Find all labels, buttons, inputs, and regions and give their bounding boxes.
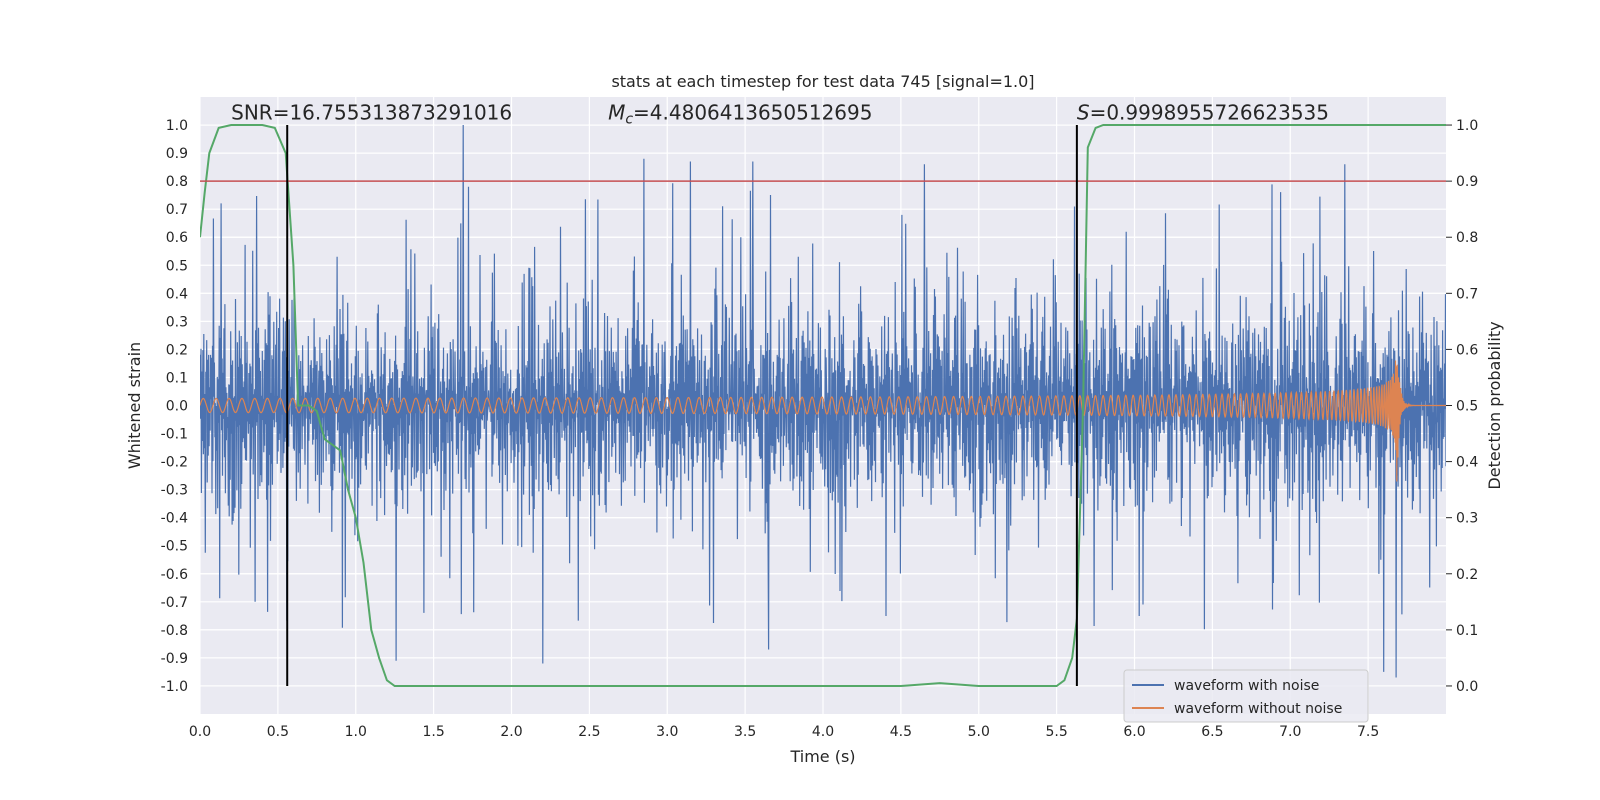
annotation-0: SNR=16.755313873291016 <box>231 100 512 124</box>
y2-tick-label: 0.2 <box>1456 567 1478 583</box>
x-tick-label: 6.0 <box>1123 724 1145 740</box>
y-axis-ticks: 1.0 0.9 0.8 0.7 0.6 0.5 0.4 0.3 0.2 0.1 0.0 -0.1 -0.… <box>161 118 188 695</box>
probability-line <box>200 124 1446 687</box>
x-tick-label: 5.0 <box>968 724 990 740</box>
y-tick-label: -0.9 <box>161 651 188 667</box>
y-tick-label: 0.4 <box>166 286 188 302</box>
noise-waveform-line <box>200 124 1446 678</box>
y2-tick-label: 0.0 <box>1456 679 1478 695</box>
x-tick-label: 2.5 <box>578 724 600 740</box>
y2-tick-label: 0.1 <box>1456 623 1478 639</box>
x-axis-label: Time (s) <box>789 747 855 766</box>
y-tick-label: 0.6 <box>166 230 188 246</box>
y2-tick-label: 0.3 <box>1456 511 1478 527</box>
y-tick-label: -1.0 <box>161 679 188 695</box>
y-tick-label: -0.7 <box>161 595 188 611</box>
legend-entry-clean: waveform without noise <box>1174 701 1342 717</box>
y-tick-label: -0.8 <box>161 623 188 639</box>
series-waveform-without-noise <box>200 360 1446 482</box>
y-tick-label: 0.7 <box>166 202 188 218</box>
y2-tick-label: 0.4 <box>1456 455 1478 471</box>
y2-axis-ticks: 1.0 0.9 0.8 0.7 0.6 0.5 0.4 0.3 0.2 0.1 0.0 <box>1446 118 1478 695</box>
x-tick-label: 0.0 <box>189 724 211 740</box>
y-tick-label: 0.1 <box>166 370 188 386</box>
y-tick-label: 0.9 <box>166 146 188 162</box>
x-tick-label: 1.0 <box>345 724 367 740</box>
legend-entry-noise: waveform with noise <box>1174 678 1319 694</box>
x-tick-label: 7.0 <box>1279 724 1301 740</box>
annotation-1: Mc=4.4806413650512695 <box>608 100 872 127</box>
clean-waveform-line <box>200 360 1446 482</box>
y-tick-label: 0.5 <box>166 258 188 274</box>
reference-lines <box>200 125 1446 686</box>
x-tick-label: 3.5 <box>734 724 756 740</box>
y-tick-label: -0.2 <box>161 455 188 471</box>
y-tick-label: 0.0 <box>166 399 188 415</box>
y-tick-label: -0.4 <box>161 511 188 527</box>
y-tick-label: 1.0 <box>166 118 188 134</box>
legend: waveform with noise waveform without noi… <box>1123 669 1369 723</box>
x-tick-label: 4.0 <box>812 724 834 740</box>
y2-tick-label: 0.7 <box>1456 286 1478 302</box>
y-tick-label: 0.2 <box>166 342 188 358</box>
x-tick-label: 1.5 <box>422 724 444 740</box>
x-tick-label: 3.0 <box>656 724 678 740</box>
y2-tick-label: 1.0 <box>1456 118 1478 134</box>
y-axis-label: Whitened strain <box>125 342 144 469</box>
series-detection-probability <box>200 124 1446 687</box>
y2-tick-label: 0.8 <box>1456 230 1478 246</box>
y-tick-label: -0.1 <box>161 427 188 443</box>
chart-title: stats at each timestep for test data 745… <box>611 72 1034 91</box>
y2-axis-label: Detection probability <box>1485 321 1504 489</box>
x-tick-label: 4.5 <box>890 724 912 740</box>
y-tick-label: -0.3 <box>161 483 188 499</box>
y-tick-label: -0.5 <box>161 539 188 555</box>
y2-tick-label: 0.6 <box>1456 342 1478 358</box>
x-tick-label: 0.5 <box>267 724 289 740</box>
y-tick-label: 0.8 <box>166 174 188 190</box>
legend-box <box>1123 669 1369 723</box>
x-tick-label: 5.5 <box>1045 724 1067 740</box>
annotations: SNR=16.755313873291016 Mc=4.4806413650512… <box>231 100 1329 127</box>
x-tick-label: 2.0 <box>500 724 522 740</box>
y-tick-label: 0.3 <box>166 314 188 330</box>
x-axis-ticks: 0.0 0.5 1.0 1.5 2.0 2.5 3.0 3.5 4.0 4.5 5.0 5.5 6.0 6… <box>189 724 1379 740</box>
x-tick-label: 6.5 <box>1201 724 1223 740</box>
y2-tick-label: 0.9 <box>1456 174 1478 190</box>
y2-tick-label: 0.5 <box>1456 399 1478 415</box>
series-waveform-with-noise <box>200 124 1446 678</box>
annotation-2: S=0.9998955726623535 <box>1077 100 1329 124</box>
y-tick-label: -0.6 <box>161 567 188 583</box>
x-tick-label: 7.5 <box>1357 724 1379 740</box>
